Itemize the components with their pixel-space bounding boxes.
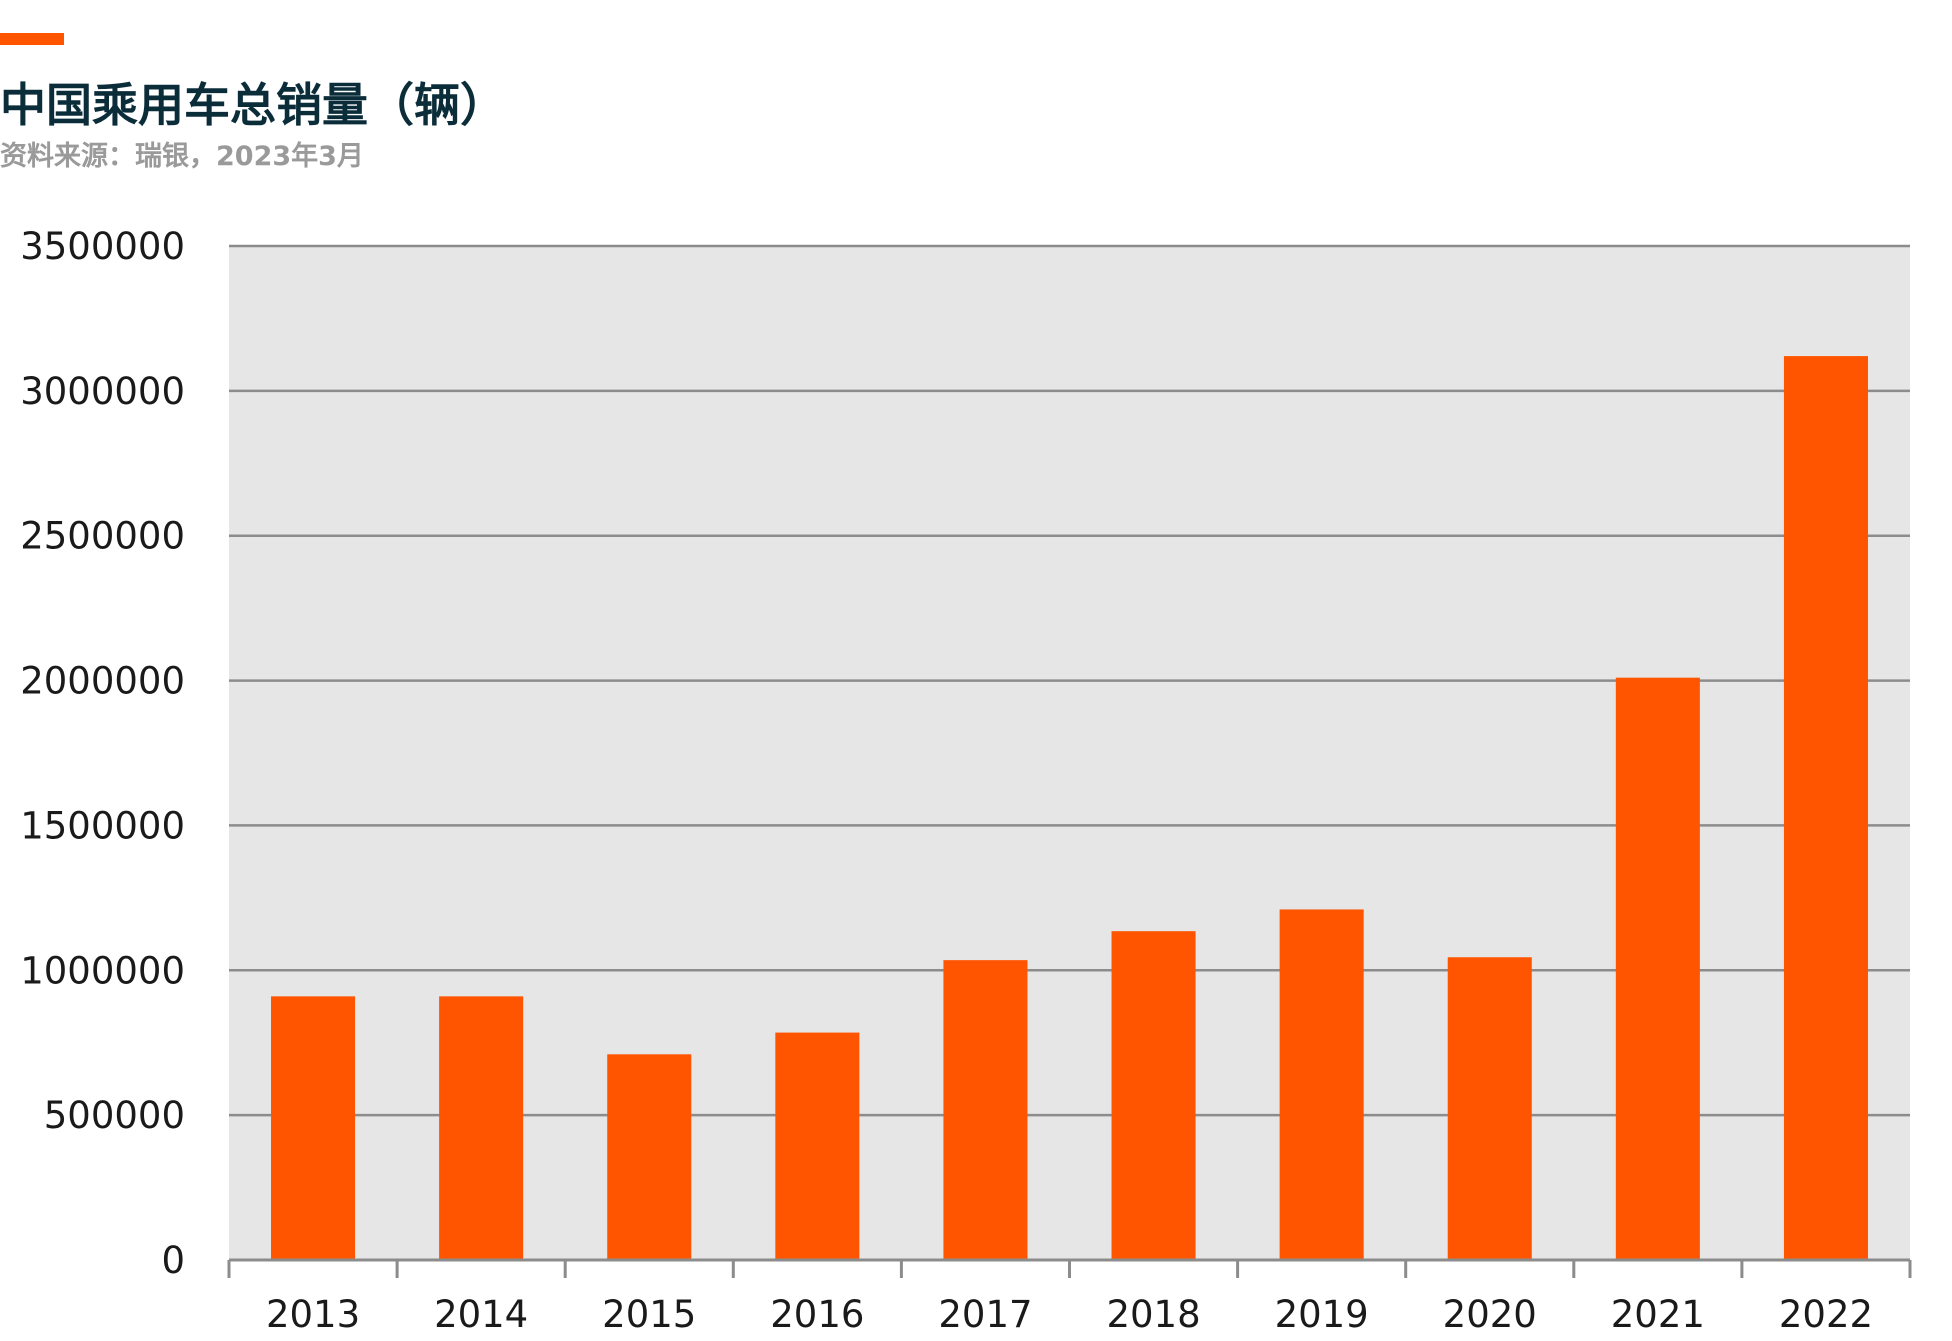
chart-source: 资料来源：瑞银，2023年3月: [0, 141, 364, 172]
x-tick-label: 2018: [1106, 1293, 1200, 1336]
chart-title: 中国乘用车总销量（辆）: [0, 78, 506, 132]
bar-2013: [271, 996, 356, 1260]
bar-2015: [607, 1054, 692, 1260]
bar-2019: [1279, 909, 1364, 1260]
y-tick-label: 1000000: [20, 949, 185, 992]
y-tick-label: 2500000: [20, 515, 185, 558]
y-tick-label: 0: [161, 1239, 185, 1282]
bar-2014: [439, 996, 524, 1260]
bar-2020: [1447, 957, 1532, 1260]
bars: [271, 356, 1868, 1260]
bar-2018: [1111, 931, 1196, 1260]
x-tick-label: 2022: [1779, 1293, 1873, 1336]
x-tick-label: 2020: [1443, 1293, 1537, 1336]
x-tick-label: 2013: [266, 1293, 360, 1336]
y-tick-label: 2000000: [20, 660, 185, 703]
bar-2022: [1783, 356, 1868, 1260]
x-tick-label: 2015: [602, 1293, 696, 1336]
x-tick-label: 2017: [938, 1293, 1032, 1336]
x-tick-label: 2021: [1611, 1293, 1705, 1336]
y-tick-labels: 0 500000 1000000 1500000 2000000 2500000 30000…: [20, 225, 185, 1282]
accent-bar: [0, 33, 64, 45]
x-tick-label: 2014: [434, 1293, 528, 1336]
axes: [227, 1258, 1912, 1278]
bar-2021: [1615, 677, 1700, 1260]
y-tick-label: 1500000: [20, 804, 185, 847]
bar-2017: [943, 960, 1028, 1260]
y-tick-label: 3000000: [20, 370, 185, 413]
x-tick-label: 2019: [1275, 1293, 1369, 1336]
x-tick-labels: 2013 2014 2015 2016 2017 2018 2019 2020 2021 2022: [266, 1293, 1873, 1336]
y-tick-label: 3500000: [20, 225, 185, 268]
y-tick-label: 500000: [44, 1094, 185, 1137]
x-tick-label: 2016: [770, 1293, 864, 1336]
bar-2016: [775, 1032, 860, 1260]
